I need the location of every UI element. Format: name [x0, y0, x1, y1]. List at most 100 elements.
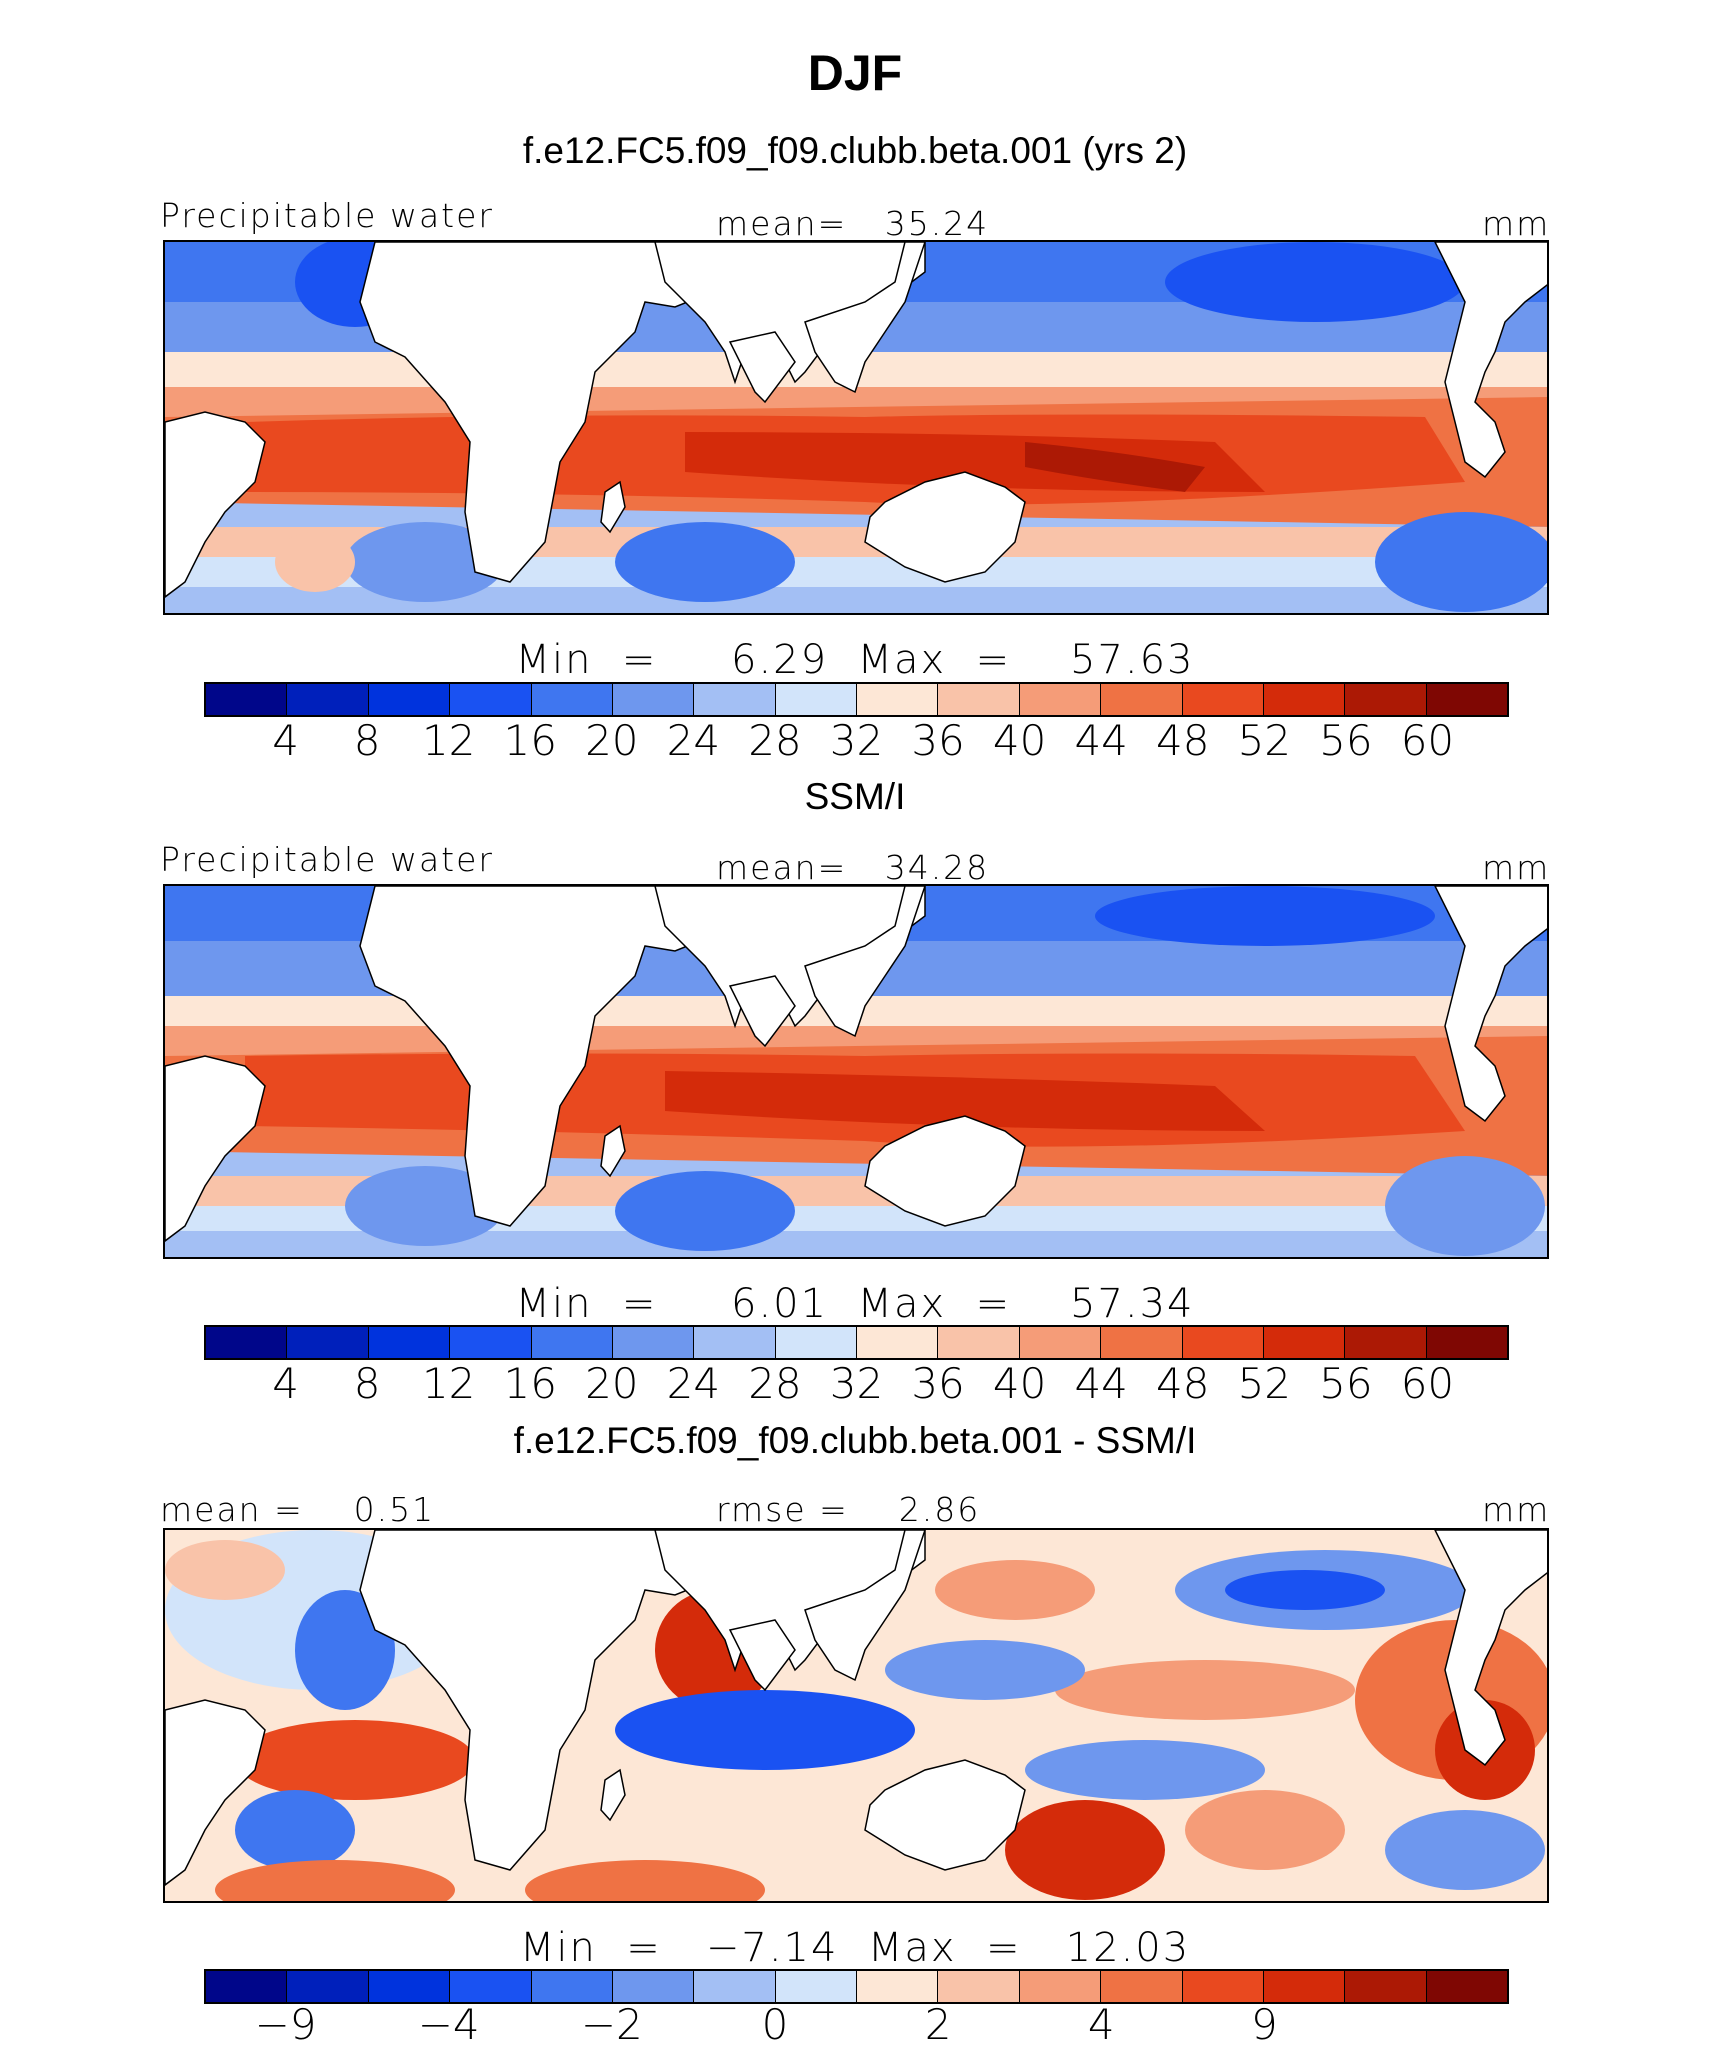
colorbar-swatch — [450, 684, 532, 715]
colorbar-swatch — [1345, 1327, 1427, 1358]
panel-3-colorbar-ticks: −9 −4 −2 0 2 4 9 — [0, 2000, 1710, 2049]
colorbar-swatch — [1182, 1971, 1264, 2002]
colorbar-tick-label: 4 — [272, 716, 299, 765]
panel-1-variable-label: Precipitable water — [160, 196, 494, 235]
colorbar-swatch — [857, 684, 939, 715]
colorbar-swatch — [612, 684, 695, 715]
colorbar-swatch — [368, 1971, 451, 2002]
colorbar-tick-label: 52 — [1237, 716, 1292, 765]
colorbar-swatch — [368, 1327, 451, 1358]
panel-1-units-label: mm — [1482, 204, 1551, 243]
panel-3-colorbar — [204, 1969, 1509, 2004]
colorbar-tick-label: 16 — [503, 1359, 557, 1408]
colorbar-swatch — [531, 684, 613, 715]
colorbar-swatch — [206, 1971, 288, 2002]
panel-1-colorbar — [204, 682, 1509, 717]
panel-3-map — [163, 1528, 1549, 1903]
colorbar-swatch — [1182, 1327, 1264, 1358]
colorbar-tick-label: 8 — [353, 716, 381, 765]
colorbar-tick-label: 12 — [421, 716, 476, 765]
panel-3-rmse-label: rmse = 2.86 — [716, 1490, 981, 1529]
colorbar-tick-label: 56 — [1319, 1359, 1373, 1408]
colorbar-tick-label: 16 — [503, 716, 557, 765]
colorbar-tick-label: 28 — [748, 1359, 802, 1408]
figure-title: DJF — [807, 45, 903, 101]
colorbar-tick-label: 48 — [1156, 1359, 1210, 1408]
colorbar-swatch — [1019, 684, 1102, 715]
colorbar-tick-label: 32 — [829, 716, 884, 765]
panel-1-minmax: Min = 6.29 Max = 57.63 — [515, 637, 1195, 683]
panel-3-units-label: mm — [1482, 1490, 1551, 1529]
colorbar-tick-label: 36 — [911, 716, 965, 765]
panel-2-subtitle: SSM/I — [804, 776, 906, 817]
colorbar-tick-label: 44 — [1074, 1359, 1128, 1408]
colorbar-swatch — [694, 1971, 776, 2002]
colorbar-tick-label: 4 — [272, 1359, 299, 1408]
colorbar-tick-label: 24 — [666, 1359, 721, 1408]
panel-3-subtitle: f.e12.FC5.f09_f09.clubb.beta.001 - SSM/I — [513, 1420, 1197, 1461]
panel-2-minmax: Min = 6.01 Max = 57.34 — [515, 1281, 1195, 1327]
colorbar-swatch — [531, 1327, 613, 1358]
colorbar-swatch — [287, 1327, 369, 1358]
colorbar-tick-label: 60 — [1400, 1359, 1455, 1408]
panel-3-mean-label: mean = 0.51 — [160, 1490, 436, 1529]
colorbar-tick-label: 40 — [992, 716, 1047, 765]
panel-1-subtitle: f.e12.FC5.f09_f09.clubb.beta.001 (yrs 2) — [522, 130, 1188, 171]
colorbar-swatch — [1426, 684, 1507, 715]
colorbar-swatch — [612, 1327, 695, 1358]
colorbar-swatch — [531, 1971, 613, 2002]
colorbar-swatch — [206, 1327, 288, 1358]
colorbar-swatch — [1101, 1327, 1183, 1358]
colorbar-swatch — [1019, 1327, 1102, 1358]
panel-2-colorbar — [204, 1325, 1509, 1360]
colorbar-tick-label: 20 — [585, 716, 639, 765]
colorbar-swatch — [1426, 1971, 1507, 2002]
colorbar-tick-label: −9 — [254, 2000, 317, 2049]
colorbar-swatch — [1182, 684, 1264, 715]
colorbar-swatch — [938, 684, 1020, 715]
panel-1-mean-label: mean= 35.24 — [716, 204, 990, 243]
panel-3-map-field — [165, 1530, 1547, 1901]
colorbar-tick-label: 56 — [1319, 716, 1373, 765]
colorbar-swatch — [450, 1971, 532, 2002]
colorbar-swatch — [775, 1971, 857, 2002]
colorbar-tick-label: 9 — [1250, 2000, 1278, 2049]
colorbar-swatch — [206, 684, 288, 715]
colorbar-swatch — [1345, 1971, 1427, 2002]
colorbar-tick-label: 20 — [585, 1359, 639, 1408]
colorbar-tick-label: −2 — [580, 2000, 643, 2049]
colorbar-tick-label: 52 — [1237, 1359, 1292, 1408]
colorbar-tick-label: 12 — [421, 1359, 476, 1408]
colorbar-swatch — [287, 684, 369, 715]
colorbar-tick-label: 32 — [829, 1359, 884, 1408]
colorbar-tick-label: 28 — [748, 716, 802, 765]
colorbar-swatch — [1345, 684, 1427, 715]
panel-2-variable-label: Precipitable water — [160, 840, 494, 879]
colorbar-swatch — [1263, 684, 1346, 715]
panel-1-map-field — [165, 242, 1547, 613]
colorbar-swatch — [450, 1327, 532, 1358]
colorbar-swatch — [938, 1971, 1020, 2002]
colorbar-tick-label: 36 — [911, 1359, 965, 1408]
colorbar-tick-label: −4 — [417, 2000, 480, 2049]
colorbar-swatch — [857, 1327, 939, 1358]
panel-3-minmax: Min = −7.14 Max = 12.03 — [519, 1925, 1191, 1971]
panel-2-mean-label: mean= 34.28 — [716, 848, 990, 887]
colorbar-tick-label: 4 — [1087, 2000, 1115, 2049]
colorbar-swatch — [857, 1971, 939, 2002]
colorbar-swatch — [612, 1971, 695, 2002]
colorbar-tick-label: 24 — [666, 716, 721, 765]
colorbar-swatch — [775, 1327, 857, 1358]
colorbar-swatch — [1263, 1327, 1346, 1358]
colorbar-tick-label: 48 — [1156, 716, 1210, 765]
colorbar-tick-label: 60 — [1400, 716, 1455, 765]
colorbar-swatch — [368, 684, 451, 715]
colorbar-swatch — [1101, 1971, 1183, 2002]
panel-1-map — [163, 240, 1549, 615]
colorbar-swatch — [1426, 1327, 1507, 1358]
colorbar-tick-label: 2 — [924, 2000, 952, 2049]
panel-1-colorbar-ticks: 4 8 12 16 20 24 28 32 36 40 44 48 52 56 60 — [0, 716, 1710, 776]
colorbar-swatch — [1019, 1971, 1102, 2002]
panel-2-colorbar-ticks: 4 8 12 16 20 24 28 32 36 40 44 48 52 56 60 — [0, 1359, 1710, 1419]
colorbar-swatch — [1101, 684, 1183, 715]
